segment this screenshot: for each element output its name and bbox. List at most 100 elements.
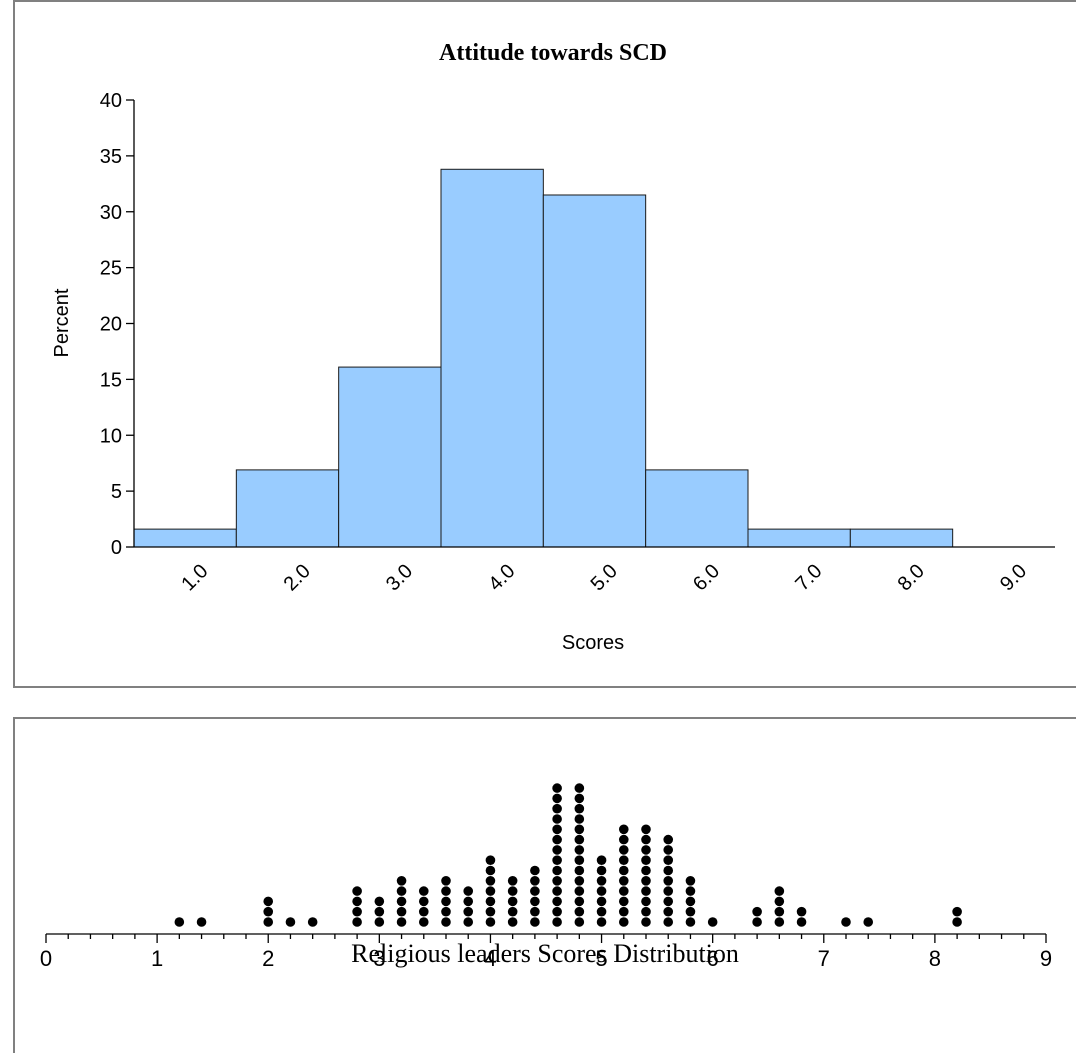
data-point [597, 866, 607, 876]
data-point [530, 917, 540, 927]
data-point [619, 886, 629, 896]
histogram-bar [543, 195, 645, 547]
data-point [597, 886, 607, 896]
data-point [597, 897, 607, 907]
data-point [575, 886, 585, 896]
data-point [619, 876, 629, 886]
data-point [308, 917, 318, 927]
dot-plot-x-tick-label: 9 [1040, 946, 1052, 971]
histogram-y-tick-label: 15 [100, 369, 122, 391]
data-point [263, 917, 273, 927]
data-point [797, 907, 807, 917]
histogram-y-tick-label: 0 [111, 537, 122, 559]
data-point [263, 897, 273, 907]
histogram-y-tick-label: 40 [100, 90, 122, 112]
data-point [419, 917, 429, 927]
dot-plot-x-tick-label: 0 [40, 946, 52, 971]
data-point [686, 876, 696, 886]
data-point [663, 845, 673, 855]
data-point [552, 783, 562, 793]
data-point [486, 876, 496, 886]
data-point [686, 897, 696, 907]
histogram-y-tick-label: 35 [100, 146, 122, 168]
data-point [597, 917, 607, 927]
dot-plot-frame [14, 718, 1076, 1053]
data-point [641, 876, 651, 886]
data-point [952, 907, 962, 917]
data-point [552, 886, 562, 896]
histogram-bar [850, 529, 952, 547]
data-point [597, 855, 607, 865]
data-point [375, 907, 385, 917]
data-point [508, 876, 518, 886]
data-point [508, 897, 518, 907]
data-point [397, 897, 407, 907]
data-point [486, 917, 496, 927]
data-point [663, 907, 673, 917]
data-point [552, 897, 562, 907]
data-point [575, 876, 585, 886]
data-point [552, 845, 562, 855]
data-point [552, 835, 562, 845]
data-point [286, 917, 296, 927]
data-point [486, 897, 496, 907]
data-point [619, 907, 629, 917]
data-point [441, 907, 451, 917]
data-point [463, 886, 473, 896]
data-point [619, 845, 629, 855]
data-point [575, 804, 585, 814]
data-point [552, 804, 562, 814]
histogram-bar [441, 169, 543, 547]
data-point [619, 866, 629, 876]
histogram-y-tick-label: 25 [100, 258, 122, 280]
histogram-y-tick-label: 20 [100, 314, 122, 336]
histogram-y-tick-label: 5 [111, 481, 122, 503]
data-point [597, 907, 607, 917]
data-point [552, 876, 562, 886]
histogram-x-axis-label: Scores [562, 632, 624, 654]
data-point [597, 876, 607, 886]
data-point [397, 876, 407, 886]
data-point [619, 917, 629, 927]
histogram-bar [646, 470, 748, 547]
data-point [552, 917, 562, 927]
data-point [419, 897, 429, 907]
data-point [952, 917, 962, 927]
data-point [619, 825, 629, 835]
data-point [486, 855, 496, 865]
data-point [486, 866, 496, 876]
data-point [375, 917, 385, 927]
data-point [575, 917, 585, 927]
data-point [463, 917, 473, 927]
data-point [575, 794, 585, 804]
dot-plot-x-tick-label: 1 [151, 946, 163, 971]
data-point [641, 835, 651, 845]
data-point [419, 907, 429, 917]
data-point [575, 835, 585, 845]
data-point [508, 907, 518, 917]
data-point [775, 907, 785, 917]
data-point [575, 825, 585, 835]
data-point [552, 825, 562, 835]
data-point [663, 876, 673, 886]
data-point [641, 845, 651, 855]
data-point [352, 886, 362, 896]
data-point [530, 897, 540, 907]
dot-plot-x-tick-label: 7 [818, 946, 830, 971]
data-point [752, 907, 762, 917]
data-point [752, 917, 762, 927]
data-point [486, 907, 496, 917]
data-point [508, 886, 518, 896]
data-point [197, 917, 207, 927]
data-point [441, 897, 451, 907]
data-point [575, 845, 585, 855]
data-point [263, 907, 273, 917]
data-point [463, 897, 473, 907]
data-point [397, 907, 407, 917]
data-point [641, 855, 651, 865]
data-point [552, 866, 562, 876]
data-point [663, 917, 673, 927]
data-point [441, 917, 451, 927]
histogram-bar [339, 367, 441, 547]
data-point [775, 917, 785, 927]
